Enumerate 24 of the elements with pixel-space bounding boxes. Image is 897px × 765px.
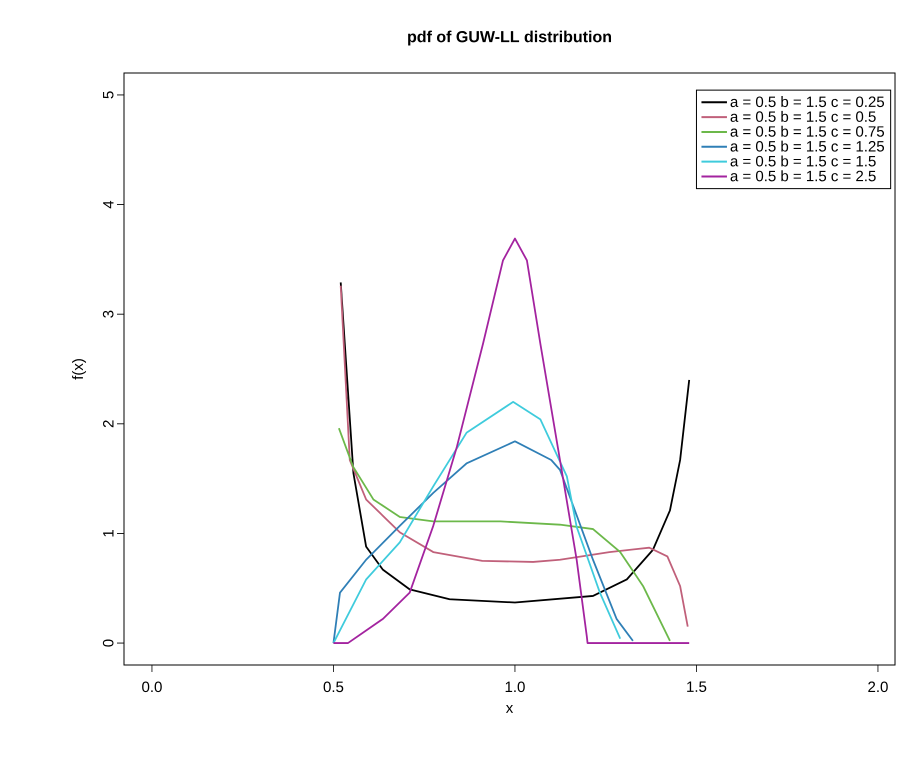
y-tick-label: 0 <box>102 639 114 647</box>
y-tick-label: 4 <box>103 200 114 208</box>
line-series <box>332 400 622 644</box>
y-tick-label: 5 <box>103 91 114 98</box>
legend-label: a = 0.5 b = 1.5 c = 0.25 <box>730 96 884 108</box>
y-tick-label: 2 <box>103 420 114 428</box>
y-tick-label: 1 <box>103 530 114 536</box>
legend-label: a = 0.5 b = 1.5 c = 0.75 <box>730 126 884 137</box>
legend-label: a = 0.5 b = 1.5 c = 2.5 <box>730 170 876 182</box>
chart-title: pdf of GUW-LL distribution <box>408 30 612 46</box>
legend-label: a = 0.5 b = 1.5 c = 0.5 <box>730 110 876 122</box>
x-tick-label: 0.5 <box>324 682 344 692</box>
x-tick-label: 2.0 <box>868 682 888 692</box>
x-tick-label: 1.5 <box>687 682 706 692</box>
legend-label: a = 0.5 b = 1.5 c = 1.25 <box>730 140 884 152</box>
y-axis-title: f(x) <box>72 359 86 380</box>
line-series <box>338 427 671 642</box>
line-series <box>332 440 634 644</box>
legend-label: a = 0.5 b = 1.5 c = 1.5 <box>730 155 876 166</box>
line-series <box>332 238 690 644</box>
x-tick-label: 0.0 <box>142 682 162 692</box>
x-axis-title: x <box>506 704 514 713</box>
y-tick-label: 3 <box>102 310 114 318</box>
x-tick-label: 1.0 <box>506 682 525 692</box>
